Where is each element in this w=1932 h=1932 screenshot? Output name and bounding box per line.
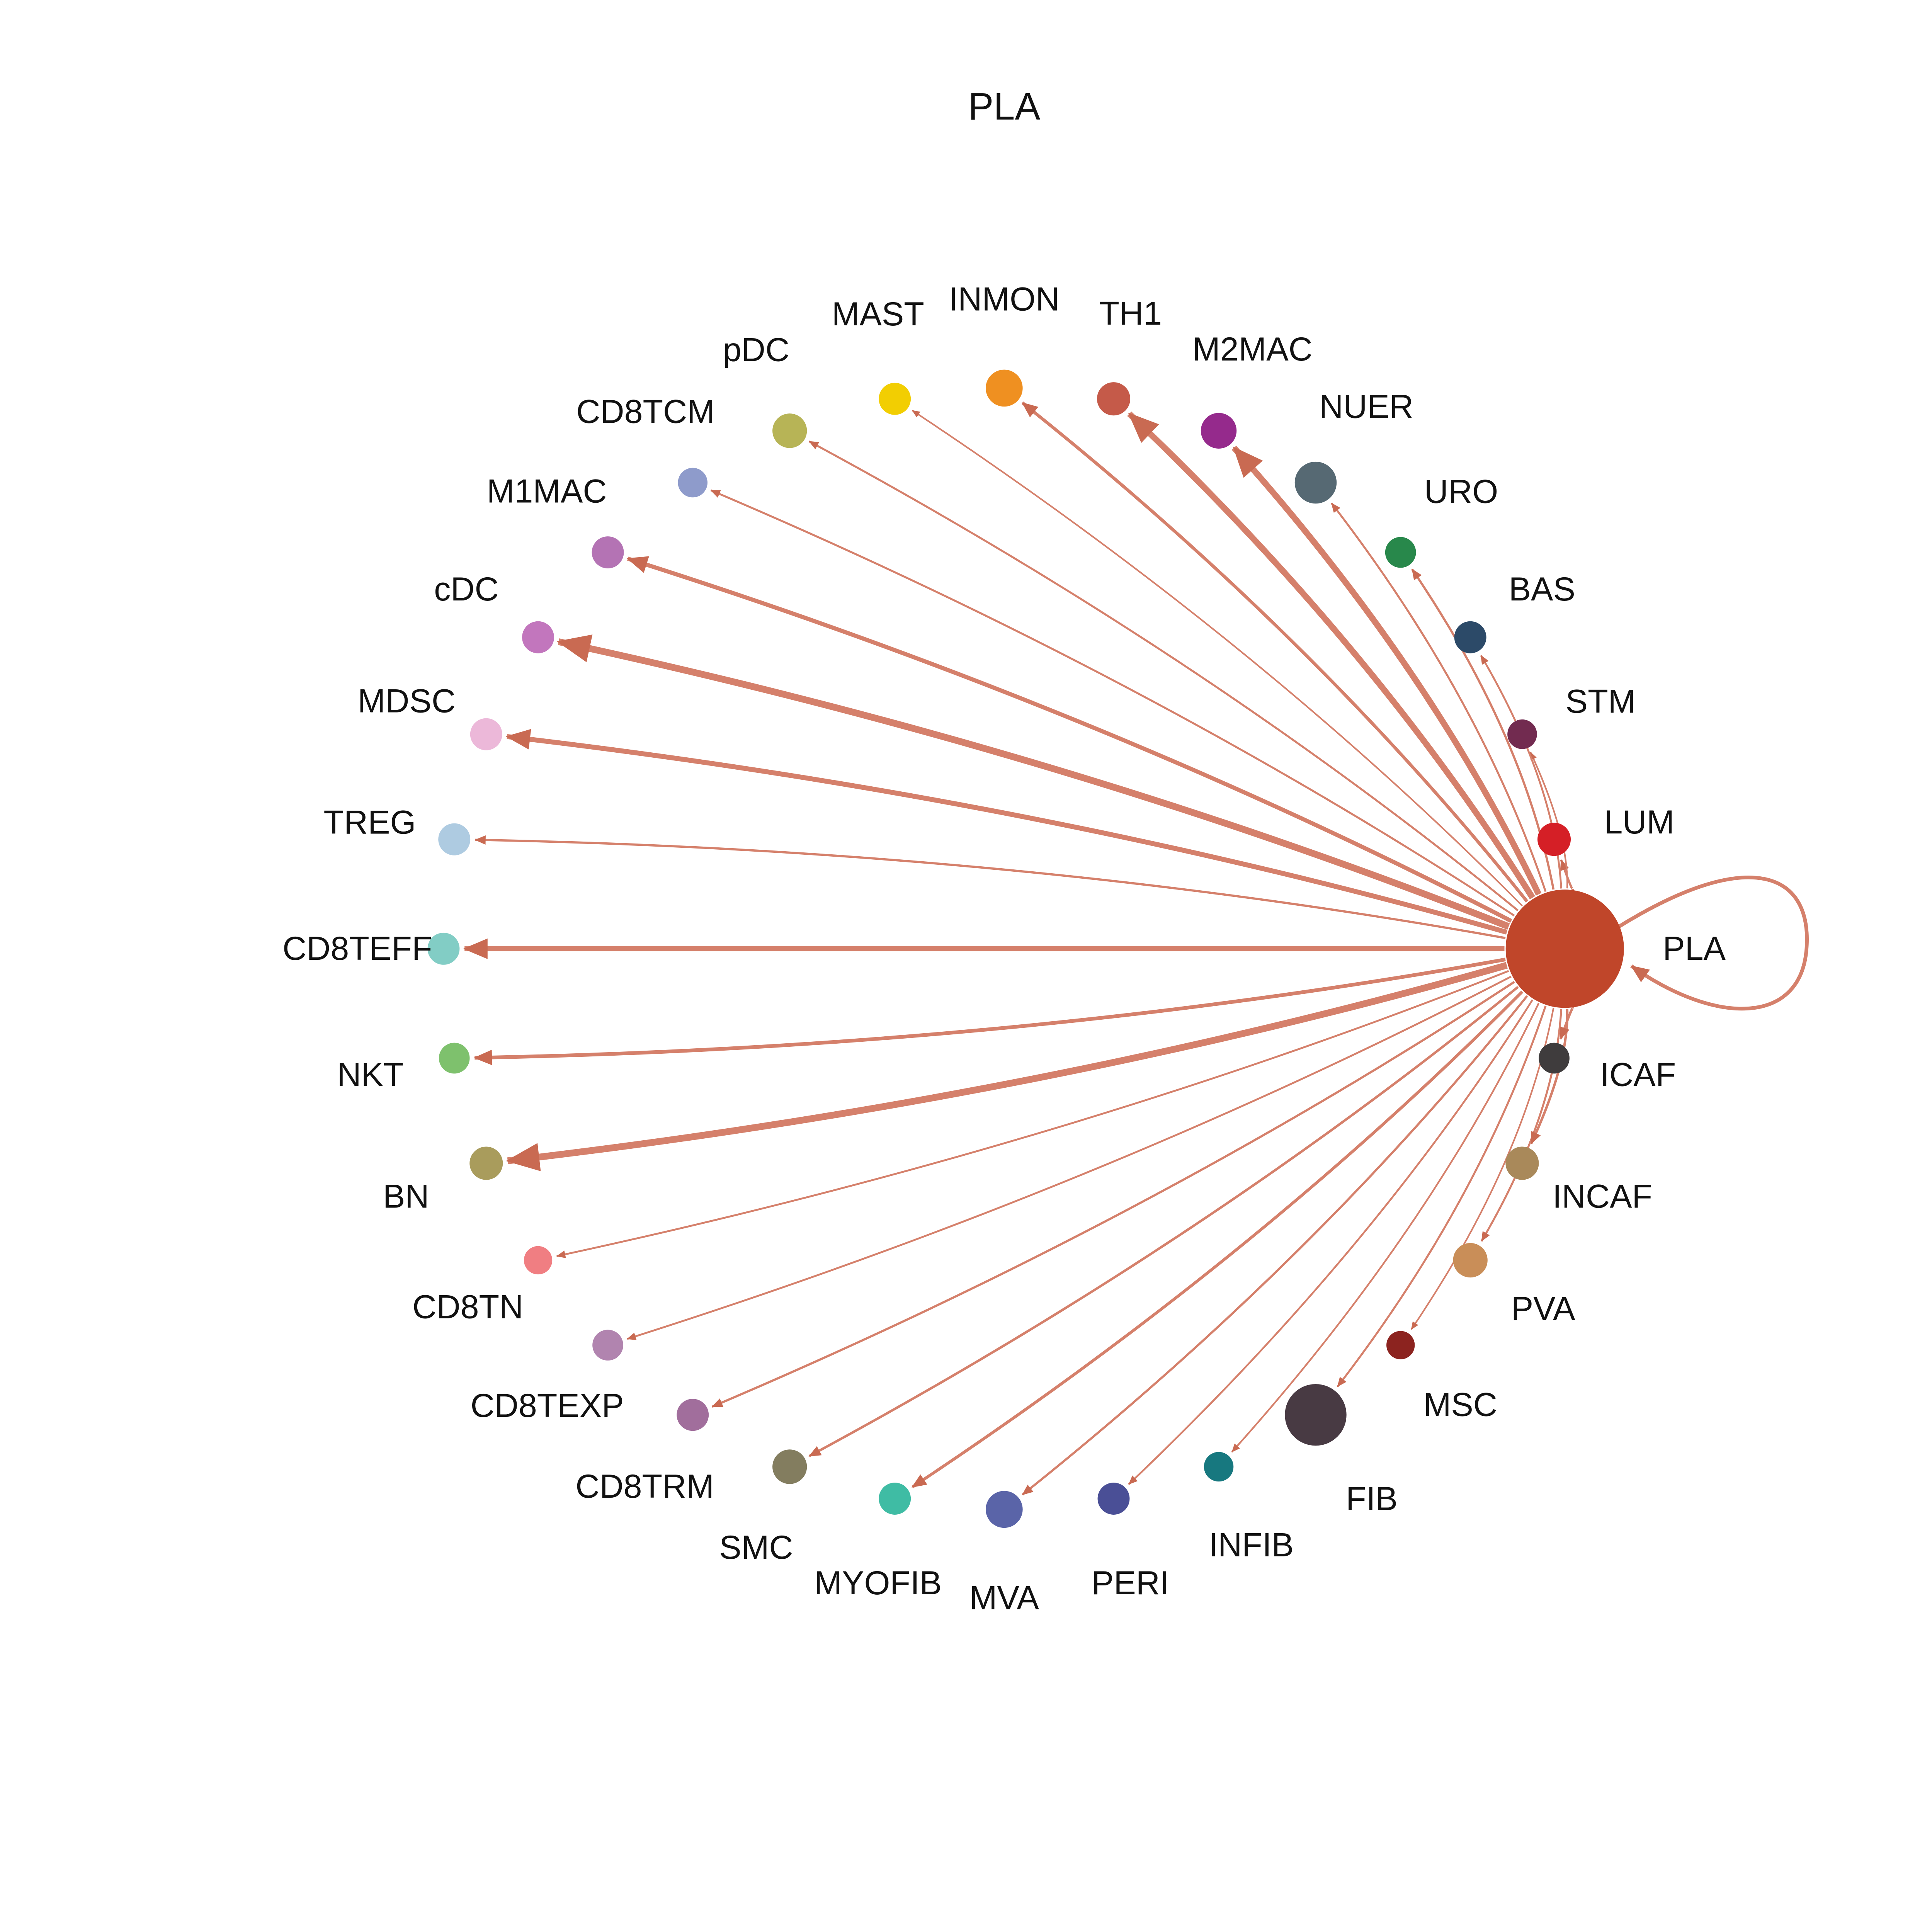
edge-PLA-to-PERI [1128,999,1534,1485]
node-CD8TRM [677,1399,709,1431]
node-label-INMON: INMON [949,281,1060,318]
node-URO [1385,537,1416,568]
node-label-TH1: TH1 [1099,295,1162,332]
node-SMC [772,1449,807,1484]
edge-PLA-to-TREG [474,835,1506,939]
node-label-M1MAC: M1MAC [487,473,607,510]
node-ICAF [1539,1043,1570,1074]
node-INMON [986,369,1023,407]
node-cDC [522,621,554,653]
edge-PLA-to-INFIB [1231,1003,1540,1453]
edge-PLA-to-MYOFIB [911,990,1524,1488]
node-STM [1507,719,1537,749]
node-NKT [439,1043,470,1074]
node-label-SMC: SMC [719,1529,793,1566]
node-label-LUM: LUM [1604,804,1674,841]
node-label-NUER: NUER [1319,388,1413,425]
node-TREG [438,823,471,855]
node-NUER [1294,461,1337,504]
edge-PLA-to-FIB [1337,1005,1547,1388]
node-label-URO: URO [1424,473,1498,510]
node-label-CD8TN: CD8TN [412,1288,523,1325]
nodes-layer [427,369,1624,1528]
node-MSC [1386,1331,1415,1359]
node-label-cDC: cDC [434,571,498,608]
node-label-MSC: MSC [1423,1386,1497,1423]
node-CD8TCM [678,468,707,498]
node-label-CD8TRM: CD8TRM [575,1468,714,1505]
node-label-ICAF: ICAF [1600,1056,1676,1093]
edge-PLA-to-MDSC [505,729,1508,935]
node-label-INFIB: INFIB [1209,1527,1294,1564]
node-PVA [1453,1243,1488,1278]
node-label-TREG: TREG [323,804,416,841]
node-label-MAST: MAST [832,296,924,333]
edge-PLA-to-M1MAC [626,556,1512,923]
node-label-MVA: MVA [969,1580,1039,1617]
node-label-PLA: PLA [1663,930,1726,967]
edge-PLA-to-CD8TEXP [626,975,1512,1340]
node-pDC [772,413,807,448]
node-BAS [1454,621,1486,653]
node-CD8TEXP [592,1330,623,1361]
node-MAST [879,383,911,415]
node-CD8TEFF [427,932,460,965]
edge-PLA-to-M2MAC [1231,446,1542,896]
edge-PLA-to-CD8TN [556,970,1509,1259]
node-LUM [1537,823,1571,856]
node-label-BAS: BAS [1509,571,1575,608]
node-label-CD8TEFF: CD8TEFF [282,930,432,967]
edge-PLA-to-LUM [1560,859,1574,891]
node-M2MAC [1201,413,1237,449]
edge-PLA-to-PVA [1480,1009,1563,1242]
edge-PLA-to-INMON [1021,401,1529,903]
node-label-PVA: PVA [1511,1290,1575,1327]
node-label-INCAF: INCAF [1553,1178,1652,1215]
node-FIB [1285,1384,1347,1446]
node-MYOFIB [879,1483,911,1515]
edge-PLA-to-NUER [1330,502,1547,892]
node-label-CD8TCM: CD8TCM [576,393,715,430]
node-PERI [1097,1483,1130,1515]
edge-PLA-to-pDC [808,440,1519,912]
node-MDSC [470,718,502,750]
node-BN [469,1146,503,1180]
node-CD8TN [524,1246,553,1275]
node-INFIB [1204,1452,1234,1482]
plot-title: PLA [968,85,1040,128]
node-label-BN: BN [383,1178,429,1215]
edge-PLA-to-TH1 [1127,412,1535,900]
edge-PLA-to-ICAF [1560,1007,1575,1040]
node-MVA [986,1491,1023,1528]
node-PLA [1505,889,1624,1008]
edge-PLA-to-MVA [1022,995,1528,1496]
edge-PLA-to-MAST [912,410,1523,906]
node-TH1 [1097,382,1131,416]
node-label-MDSC: MDSC [358,682,456,719]
node-label-CD8TEXP: CD8TEXP [471,1387,624,1424]
node-INCAF [1505,1146,1539,1180]
edge-PLA-to-BN [505,962,1508,1172]
node-M1MAC [592,536,624,568]
node-label-MYOFIB: MYOFIB [814,1565,942,1602]
edge-PLA-to-CD8TCM [710,489,1515,917]
node-label-FIB: FIB [1346,1480,1398,1517]
edge-PLA-to-BAS [1480,655,1562,889]
node-label-STM: STM [1566,683,1636,720]
node-label-PERI: PERI [1092,1565,1169,1602]
edges-layer [463,401,1809,1496]
node-label-NKT: NKT [337,1056,403,1093]
labels-layer: LUMSTMBASURONUERM2MACTH1INMONMASTpDCCD8T… [282,281,1726,1617]
node-label-pDC: pDC [723,331,789,368]
edge-PLA-to-NKT [473,957,1506,1065]
edge-PLA-to-cDC [556,634,1510,930]
edge-PLA-to-SMC [808,986,1519,1458]
edge-PLA-to-CD8TRM [711,981,1515,1408]
edge-PLA-self-loop [1618,875,1809,1011]
node-label-M2MAC: M2MAC [1192,331,1313,368]
